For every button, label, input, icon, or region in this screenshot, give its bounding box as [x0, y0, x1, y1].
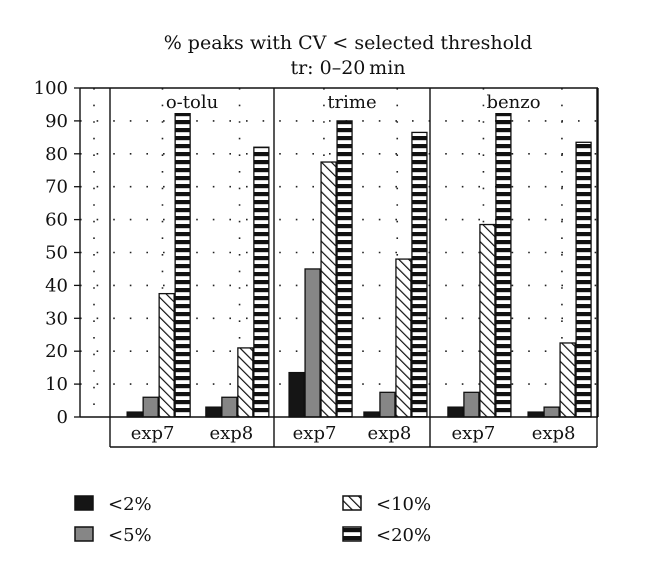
legend-label-lt2: <2%: [108, 494, 152, 515]
x-tick-label-trime-exp8: exp8: [368, 423, 412, 444]
panel-label-bg: [163, 92, 221, 113]
chart-subtitle: tr: 0–20 min: [290, 57, 405, 79]
y-tick-label: 80: [45, 144, 68, 165]
plot-frame: [79, 87, 599, 448]
panel-label-bg: [325, 92, 379, 113]
y-tick-label: 20: [45, 341, 68, 362]
x-tick-label-benzo-exp7: exp7: [452, 423, 496, 444]
bar-o-tolu-exp8-lt10: [237, 347, 254, 418]
y-tick-label: 50: [45, 243, 68, 264]
panel-labels: o-tolu trime benzo: [163, 92, 543, 113]
bar-trime-exp8-lt2: [363, 411, 380, 418]
panel-label-bg: [484, 92, 543, 113]
bar-benzo-exp7-lt5: [463, 391, 480, 418]
bar-benzo-exp8-lt2: [527, 411, 544, 418]
bar-trime-exp7-lt2: [288, 371, 305, 418]
x-tick-label-o-tolu-exp7: exp7: [131, 423, 175, 444]
bar-trime-exp7-lt5: [304, 268, 321, 418]
bar-benzo-exp8-lt5: [543, 406, 560, 418]
legend-swatch-lt10: [342, 495, 362, 511]
bar-o-tolu-exp7-lt5: [142, 396, 159, 418]
panel-label-benzo: benzo: [486, 92, 540, 113]
bar-o-tolu-exp8-lt20: [253, 146, 270, 418]
bar-trime-exp7-lt20: [336, 120, 353, 418]
bar-o-tolu-exp8-lt2: [205, 406, 222, 418]
legend-swatch-lt20: [342, 526, 362, 542]
bar-benzo-exp7-lt10: [479, 223, 496, 418]
y-axis: 0 10 20 30 40 50 60 70 80 90 100: [34, 78, 80, 428]
legend-swatch-lt2: [74, 495, 94, 511]
bar-benzo-exp8-lt20: [575, 141, 592, 418]
panel-label-o-tolu: o-tolu: [166, 92, 218, 113]
legend-label-lt5: <5%: [108, 525, 152, 546]
legend-label-lt20: <20%: [376, 525, 431, 546]
bar-o-tolu-exp7-lt10: [158, 292, 175, 418]
chart-title: % peaks with CV < selected threshold: [164, 32, 533, 54]
bar-o-tolu-exp7-lt2: [126, 411, 143, 418]
x-tick-label-o-tolu-exp8: exp8: [209, 423, 253, 444]
x-tick-label-trime-exp7: exp7: [293, 423, 337, 444]
y-tick-label: 30: [45, 308, 68, 329]
legend: <2% <5% <10% <20%: [74, 494, 431, 546]
y-tick-label: 90: [45, 111, 68, 132]
bars: [126, 112, 592, 418]
bar-trime-exp8-lt5: [379, 391, 396, 418]
x-axis: exp7 exp8 exp7 exp8 exp7 exp8: [131, 423, 576, 444]
y-tick-label: 0: [57, 407, 68, 428]
panel-label-trime: trime: [327, 92, 376, 113]
legend-swatch-lt5: [74, 526, 94, 542]
bar-benzo-exp8-lt10: [559, 342, 576, 418]
bar-trime-exp8-lt10: [395, 258, 412, 418]
y-tick-label: 40: [45, 275, 68, 296]
bar-o-tolu-exp7-lt20: [174, 112, 191, 418]
bar-benzo-exp7-lt20: [495, 112, 512, 418]
y-tick-label: 100: [34, 78, 68, 99]
bar-benzo-exp7-lt2: [447, 406, 464, 418]
y-tick-label: 60: [45, 210, 68, 231]
y-tick-label: 70: [45, 177, 68, 198]
legend-label-lt10: <10%: [376, 494, 431, 515]
bar-trime-exp8-lt20: [411, 131, 428, 418]
y-tick-label: 10: [45, 374, 68, 395]
bar-trime-exp7-lt10: [320, 161, 337, 418]
grid: [80, 88, 598, 417]
bar-o-tolu-exp8-lt5: [221, 396, 238, 418]
x-tick-label-benzo-exp8: exp8: [532, 423, 576, 444]
